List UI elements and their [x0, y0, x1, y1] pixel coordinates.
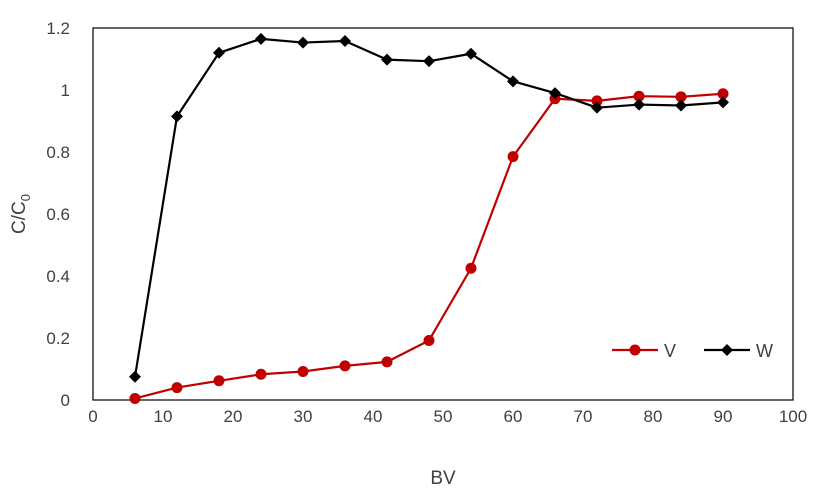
- x-tick-label: 50: [434, 407, 453, 426]
- data-point: [633, 90, 645, 102]
- data-point: [591, 95, 603, 107]
- data-point: [423, 55, 435, 68]
- x-tick-label: 30: [294, 407, 313, 426]
- x-tick-label: 70: [574, 407, 593, 426]
- y-tick-label: 1: [61, 81, 70, 100]
- data-point: [717, 96, 729, 109]
- x-tick-label: 90: [714, 407, 733, 426]
- y-tick-label: 1.2: [46, 19, 70, 38]
- y-tick-label: 0: [61, 391, 70, 410]
- data-point: [297, 36, 309, 49]
- x-tick-label: 60: [504, 407, 523, 426]
- data-point: [507, 151, 519, 163]
- data-point: [381, 53, 393, 66]
- data-point: [213, 46, 225, 59]
- series-w: [129, 32, 729, 383]
- data-point: [339, 360, 351, 372]
- data-point: [549, 87, 561, 100]
- series-w-line: [133, 37, 724, 377]
- y-axis-title-subscript: 0: [18, 194, 33, 201]
- legend-marker: [721, 344, 733, 356]
- data-point: [381, 356, 393, 368]
- data-point: [213, 375, 225, 387]
- x-axis-tick-labels: 0 10 20 30 40 50 60 70 80 90 100: [88, 407, 807, 426]
- x-tick-label: 10: [154, 407, 173, 426]
- data-point: [255, 32, 267, 45]
- y-tick-label: 0.8: [46, 143, 70, 162]
- data-point: [465, 262, 477, 274]
- series-layer: [129, 32, 729, 404]
- data-point: [255, 368, 267, 380]
- legend-item-w: W: [704, 341, 773, 361]
- data-point: [507, 75, 519, 88]
- plot-frame: [92, 27, 794, 401]
- data-point: [591, 101, 603, 114]
- x-tick-label: 80: [644, 407, 663, 426]
- data-point: [171, 110, 183, 123]
- data-point: [633, 98, 645, 111]
- data-point: [297, 365, 309, 377]
- data-point: [171, 382, 183, 394]
- y-tick-label: 0.2: [46, 329, 70, 348]
- x-tick-label: 20: [224, 407, 243, 426]
- data-point: [675, 91, 687, 103]
- y-axis-title: C/C0: [9, 194, 33, 234]
- y-tick-label: 0.6: [46, 205, 70, 224]
- legend-item-v: V: [612, 341, 676, 361]
- y-tick-label: 0.4: [46, 267, 70, 286]
- x-axis-title: BV: [430, 468, 456, 489]
- data-point: [465, 47, 477, 60]
- x-tick-label: 0: [88, 407, 97, 426]
- data-point: [339, 35, 351, 48]
- data-point: [675, 99, 687, 112]
- legend-label: V: [664, 341, 676, 361]
- y-axis-tick-labels: 0 0.2 0.4 0.6 0.8 1 1.2: [46, 19, 70, 410]
- series-v: [129, 88, 729, 404]
- legend-label: W: [756, 341, 773, 361]
- data-point: [129, 392, 141, 404]
- data-point: [423, 334, 435, 346]
- legend-marker: [629, 344, 641, 356]
- data-point: [129, 370, 141, 383]
- y-axis-title-main: C/C: [9, 201, 30, 234]
- x-tick-label: 40: [364, 407, 383, 426]
- data-point: [717, 88, 729, 100]
- x-tick-label: 100: [779, 407, 807, 426]
